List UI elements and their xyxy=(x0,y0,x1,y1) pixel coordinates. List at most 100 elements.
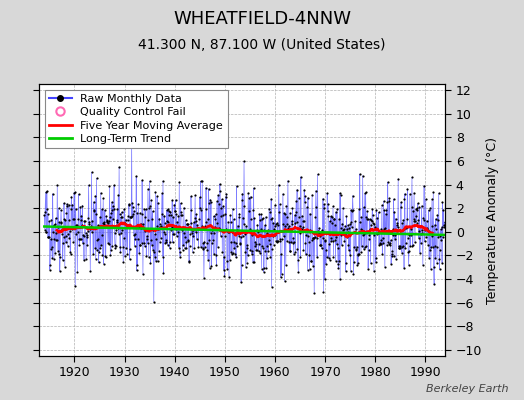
Point xyxy=(235,214,243,220)
Point xyxy=(45,234,53,240)
Point xyxy=(45,218,53,224)
Point xyxy=(83,232,91,238)
Point xyxy=(307,258,315,264)
Point xyxy=(114,192,123,198)
Point xyxy=(325,218,334,225)
Point xyxy=(179,242,188,248)
Point xyxy=(161,230,170,237)
Point xyxy=(255,211,264,217)
Point xyxy=(72,222,80,228)
Point xyxy=(236,234,245,240)
Point xyxy=(359,204,368,210)
Point xyxy=(122,245,130,251)
Point xyxy=(336,191,345,198)
Point xyxy=(67,193,75,200)
Point xyxy=(440,224,448,230)
Point xyxy=(253,222,261,228)
Point xyxy=(178,226,187,233)
Point xyxy=(106,252,115,258)
Point xyxy=(428,233,436,239)
Point xyxy=(143,236,151,242)
Point xyxy=(436,233,444,239)
Point xyxy=(287,239,296,246)
Point xyxy=(133,210,141,216)
Point xyxy=(252,247,260,254)
Point xyxy=(329,203,337,210)
Point xyxy=(132,223,140,230)
Point xyxy=(312,188,320,194)
Point xyxy=(47,246,55,253)
Point xyxy=(246,226,254,232)
Point xyxy=(164,206,172,212)
Point xyxy=(188,227,196,233)
Point xyxy=(59,234,68,240)
Point xyxy=(309,263,317,269)
Point xyxy=(362,243,370,249)
Point xyxy=(205,265,214,272)
Point xyxy=(80,257,88,264)
Point xyxy=(195,226,203,232)
Point xyxy=(180,230,189,236)
Point xyxy=(426,204,434,211)
Point xyxy=(436,226,445,232)
Point xyxy=(131,236,139,242)
Point xyxy=(160,229,168,236)
Point xyxy=(78,202,86,209)
Point xyxy=(90,206,99,213)
Point xyxy=(386,240,395,246)
Point xyxy=(321,237,329,243)
Point xyxy=(205,237,214,244)
Point xyxy=(354,260,362,267)
Point xyxy=(149,246,157,253)
Point xyxy=(314,228,322,234)
Point xyxy=(406,242,414,249)
Point xyxy=(219,203,227,210)
Point xyxy=(405,232,413,238)
Point xyxy=(419,262,427,268)
Point xyxy=(377,225,385,232)
Point xyxy=(357,249,365,256)
Point xyxy=(433,212,442,218)
Point xyxy=(100,261,108,267)
Point xyxy=(154,200,162,206)
Point xyxy=(159,178,167,184)
Point xyxy=(387,251,396,258)
Point xyxy=(46,266,54,273)
Point xyxy=(240,202,248,209)
Point xyxy=(222,226,230,232)
Point xyxy=(422,225,431,232)
Point xyxy=(384,179,392,185)
Point xyxy=(378,250,387,257)
Point xyxy=(162,207,171,213)
Point xyxy=(376,241,384,247)
Point xyxy=(379,198,388,204)
Point xyxy=(291,212,299,218)
Point xyxy=(294,268,302,275)
Point xyxy=(215,200,223,207)
Point xyxy=(311,234,319,240)
Point xyxy=(127,214,135,220)
Point xyxy=(177,208,185,215)
Point xyxy=(342,260,350,266)
Point xyxy=(408,174,416,181)
Point xyxy=(435,266,444,272)
Point xyxy=(384,239,392,245)
Y-axis label: Temperature Anomaly (°C): Temperature Anomaly (°C) xyxy=(486,136,499,304)
Point xyxy=(69,216,77,222)
Point xyxy=(319,289,328,295)
Point xyxy=(202,205,211,212)
Point xyxy=(203,247,212,253)
Point xyxy=(232,240,240,246)
Point xyxy=(281,223,289,230)
Point xyxy=(417,230,425,237)
Point xyxy=(323,190,331,196)
Point xyxy=(82,234,91,240)
Point xyxy=(73,269,82,275)
Point xyxy=(100,219,108,225)
Point xyxy=(395,243,403,249)
Point xyxy=(54,251,63,258)
Point xyxy=(172,211,181,217)
Point xyxy=(135,241,144,248)
Point xyxy=(162,237,170,243)
Point xyxy=(321,276,329,282)
